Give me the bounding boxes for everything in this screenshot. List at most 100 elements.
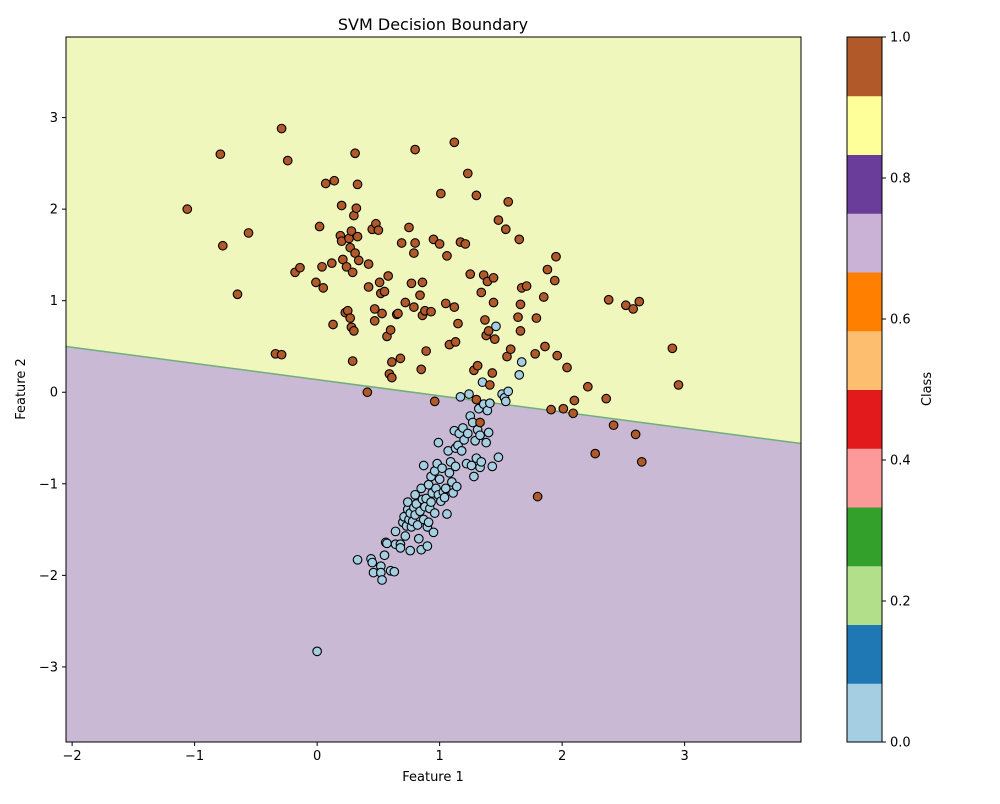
point-class-1 xyxy=(363,259,374,269)
point-class-0 xyxy=(382,538,392,549)
point-class-1 xyxy=(540,341,550,352)
point-class-1 xyxy=(667,343,678,354)
point-class-1 xyxy=(345,313,356,323)
point-class-1 xyxy=(276,349,287,360)
point-class-1 xyxy=(521,281,532,291)
point-class-1 xyxy=(295,262,305,273)
region-class-0 xyxy=(66,346,801,742)
x-axis-label: Feature 1 xyxy=(402,770,464,785)
point-class-1 xyxy=(530,348,541,359)
point-class-1 xyxy=(426,306,436,317)
colorbar-label: Class xyxy=(920,372,935,406)
point-class-1 xyxy=(453,318,463,329)
point-class-1 xyxy=(282,155,293,166)
point-class-0 xyxy=(428,527,439,538)
y-tick-label: −2 xyxy=(39,569,58,584)
point-class-1 xyxy=(549,275,560,286)
colorbar-segment xyxy=(847,624,882,684)
colorbar-segment xyxy=(847,565,882,625)
point-class-1 xyxy=(410,238,420,248)
point-class-1 xyxy=(217,240,228,251)
point-class-1 xyxy=(601,393,612,404)
point-class-1 xyxy=(353,255,364,266)
point-class-1 xyxy=(552,350,563,361)
point-class-1 xyxy=(385,325,396,335)
point-class-1 xyxy=(406,278,417,289)
point-class-1 xyxy=(393,308,403,319)
point-class-1 xyxy=(409,302,419,312)
colorbar-segment xyxy=(847,448,882,508)
point-class-1 xyxy=(569,395,580,406)
point-class-1 xyxy=(347,356,358,366)
point-class-0 xyxy=(440,483,451,494)
point-class-1 xyxy=(318,283,329,293)
point-class-0 xyxy=(493,452,504,463)
point-class-1 xyxy=(369,315,380,326)
point-class-1 xyxy=(346,226,357,236)
point-class-1 xyxy=(341,261,352,272)
point-class-1 xyxy=(465,269,476,279)
point-class-1 xyxy=(421,346,432,356)
point-class-1 xyxy=(404,222,414,233)
colorbar-segment xyxy=(847,330,882,390)
point-class-1 xyxy=(416,364,427,375)
point-class-1 xyxy=(320,178,331,189)
point-class-1 xyxy=(551,251,561,262)
point-class-0 xyxy=(439,492,450,503)
point-class-1 xyxy=(374,277,385,288)
y-axis: −3 −2 −1 0 1 2 3 xyxy=(39,111,66,675)
colorbar-tick-label: 0.6 xyxy=(890,313,911,328)
point-class-1 xyxy=(562,362,572,373)
point-class-1 xyxy=(449,137,460,148)
colorbar-segment xyxy=(847,683,882,743)
point-class-1 xyxy=(329,175,340,186)
x-tick-label: 1 xyxy=(435,749,443,764)
y-tick-label: 2 xyxy=(50,203,58,218)
point-class-1 xyxy=(673,380,684,390)
point-class-1 xyxy=(460,239,471,249)
point-class-1 xyxy=(276,123,287,134)
y-axis-label: Feature 2 xyxy=(14,358,29,420)
point-class-1 xyxy=(182,204,193,214)
point-class-1 xyxy=(582,381,593,392)
point-class-1 xyxy=(352,231,363,242)
colorbar-tick-label: 0.4 xyxy=(890,454,911,469)
point-class-1 xyxy=(410,144,420,155)
point-class-1 xyxy=(488,272,499,283)
point-class-0 xyxy=(437,463,447,474)
point-class-1 xyxy=(505,344,516,355)
point-class-0 xyxy=(423,517,434,528)
colorbar-segment xyxy=(847,95,882,155)
point-class-0 xyxy=(455,391,466,402)
point-class-1 xyxy=(440,298,451,309)
point-class-1 xyxy=(215,149,226,160)
point-class-1 xyxy=(475,417,485,428)
point-class-1 xyxy=(326,258,337,268)
point-class-1 xyxy=(336,200,347,211)
point-class-0 xyxy=(516,357,527,367)
plot-area xyxy=(65,36,802,743)
point-class-1 xyxy=(377,308,387,319)
point-class-1 xyxy=(514,234,525,245)
point-class-0 xyxy=(377,575,387,585)
colorbar-segment xyxy=(847,272,882,332)
points-layer xyxy=(182,123,684,657)
colorbar-tick-label: 1.0 xyxy=(890,31,911,46)
colorbar-segment xyxy=(847,507,882,567)
point-class-1 xyxy=(542,264,553,275)
point-class-1 xyxy=(362,387,373,398)
point-class-1 xyxy=(450,337,461,347)
point-class-1 xyxy=(513,312,523,323)
point-class-1 xyxy=(608,420,619,431)
point-class-0 xyxy=(491,321,501,332)
point-class-0 xyxy=(352,554,363,565)
point-class-1 xyxy=(630,429,641,440)
point-class-1 xyxy=(493,215,504,225)
point-class-1 xyxy=(603,294,614,305)
point-class-0 xyxy=(389,566,400,577)
point-class-1 xyxy=(311,277,321,288)
colorbar-tick-label: 0.2 xyxy=(890,595,911,610)
point-class-1 xyxy=(373,225,384,236)
colorbar-frame xyxy=(846,36,883,743)
